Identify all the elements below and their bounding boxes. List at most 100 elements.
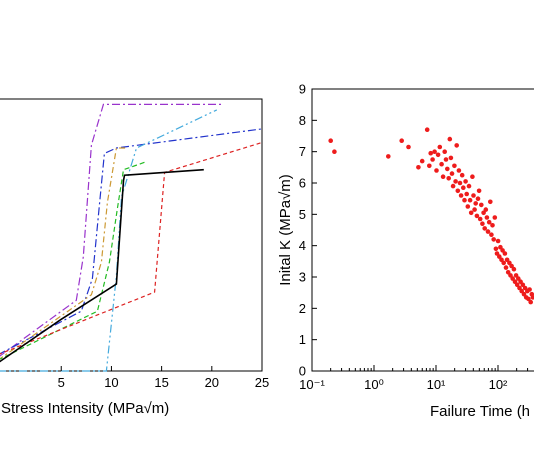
left-series-line-6 bbox=[0, 141, 263, 355]
right-y-tick-label: 7 bbox=[299, 144, 306, 159]
scatter-point bbox=[332, 149, 337, 154]
scatter-point bbox=[464, 191, 470, 197]
scatter-point bbox=[457, 180, 463, 186]
left-x-tick-label: 25 bbox=[255, 375, 269, 390]
right-y-ticks: 0 1 2 3 4 5 6 7 8 9 bbox=[299, 82, 317, 379]
left-series-line-7 bbox=[0, 168, 204, 363]
scatter-point bbox=[461, 185, 466, 190]
right-chart: 0 1 2 3 4 5 6 7 8 9 10⁻¹ 10⁰ 10¹ 10² Inital K (MPa√m… bbox=[277, 82, 534, 420]
right-y-tick-label: 3 bbox=[299, 270, 306, 285]
scatter-point bbox=[430, 157, 435, 162]
scatter-point bbox=[424, 127, 430, 132]
scatter-point bbox=[435, 152, 441, 158]
scatter-point bbox=[458, 193, 464, 198]
scatter-point bbox=[442, 149, 448, 154]
scatter-point bbox=[447, 136, 453, 142]
scatter-point bbox=[467, 197, 473, 203]
right-y-axis-title: Inital K (MPa√m) bbox=[277, 174, 294, 286]
scatter-point bbox=[493, 246, 499, 252]
scatter-point bbox=[483, 207, 489, 212]
scatter-point bbox=[434, 168, 439, 173]
scatter-point bbox=[486, 219, 492, 225]
right-y-tick-label: 8 bbox=[299, 113, 306, 128]
left-x-tick-label: 10 bbox=[104, 375, 118, 390]
scatter-point bbox=[503, 265, 509, 270]
left-x-tick-label: 20 bbox=[205, 375, 219, 390]
scatter-point bbox=[476, 188, 482, 194]
scatter-point bbox=[428, 150, 434, 156]
scatter-point bbox=[456, 168, 462, 173]
scatter-point bbox=[530, 295, 534, 300]
scatter-point bbox=[399, 138, 405, 143]
right-x-ticks: 10⁻¹ 10⁰ 10¹ 10² bbox=[299, 365, 529, 392]
scatter-point bbox=[513, 273, 519, 278]
scatter-point bbox=[475, 196, 481, 201]
left-series-line-3 bbox=[0, 109, 218, 372]
right-x-axis-title: Failure Time (h bbox=[430, 403, 530, 420]
scatter-point bbox=[521, 291, 527, 297]
scatter-point bbox=[427, 163, 432, 169]
scatter-point bbox=[509, 263, 514, 269]
scatter-point bbox=[416, 165, 421, 170]
right-y-tick-label: 4 bbox=[299, 238, 306, 253]
scatter-point bbox=[465, 204, 471, 209]
right-x-tick-label: 10⁰ bbox=[364, 377, 384, 392]
scatter-point bbox=[472, 207, 477, 212]
scatter-point bbox=[462, 197, 467, 203]
left-x-tick-label: 15 bbox=[154, 375, 168, 390]
scatter-point bbox=[454, 143, 460, 148]
scatter-point bbox=[492, 215, 498, 220]
scatter-point bbox=[455, 188, 461, 194]
right-plot-frame bbox=[311, 88, 534, 372]
scatter-point bbox=[511, 266, 517, 272]
scatter-point bbox=[527, 287, 532, 292]
scatter-point bbox=[449, 171, 455, 176]
right-x-tick-label: 10² bbox=[489, 377, 508, 392]
scatter-point bbox=[520, 282, 526, 288]
scatter-point bbox=[470, 174, 475, 179]
left-chart: 5 10 15 20 25 Stress Intensity (MPa√m) bbox=[0, 98, 269, 417]
scatter-point bbox=[488, 199, 493, 205]
scatter-point bbox=[432, 149, 437, 154]
right-y-tick-label: 2 bbox=[299, 301, 306, 316]
scatter-point bbox=[491, 237, 497, 242]
scatter-point bbox=[463, 179, 468, 184]
left-x-ticks: 5 10 15 20 25 bbox=[58, 366, 269, 390]
scatter-point bbox=[501, 260, 507, 266]
right-y-tick-label: 9 bbox=[299, 82, 306, 97]
scatter-point bbox=[473, 201, 479, 206]
scatter-point bbox=[466, 183, 472, 189]
scatter-point bbox=[480, 221, 485, 226]
scatter-point bbox=[489, 232, 494, 237]
scatter-point bbox=[474, 213, 480, 219]
left-series-line-5 bbox=[0, 161, 147, 360]
scatter-point bbox=[450, 183, 456, 189]
scatter-point bbox=[448, 155, 454, 161]
scatter-point bbox=[508, 273, 513, 278]
scatter-point bbox=[471, 193, 476, 198]
right-x-tick-label: 10¹ bbox=[427, 377, 446, 392]
scatter-point bbox=[445, 166, 450, 172]
right-y-tick-label: 5 bbox=[299, 207, 306, 222]
scatter-point bbox=[468, 210, 474, 216]
right-y-tick-label: 0 bbox=[299, 364, 306, 379]
scatter-point bbox=[502, 251, 508, 256]
left-series-line-1 bbox=[0, 103, 222, 357]
scatter-point bbox=[419, 158, 425, 164]
left-x-tick-label: 5 bbox=[58, 375, 65, 390]
scatter-point bbox=[485, 229, 491, 234]
left-series-group bbox=[0, 103, 263, 372]
scatter-point bbox=[406, 144, 411, 150]
left-plot-frame bbox=[0, 98, 263, 372]
right-y-tick-label: 6 bbox=[299, 176, 306, 191]
left-series-line-2 bbox=[0, 128, 263, 355]
scatter-point bbox=[452, 163, 457, 169]
scatter-point bbox=[497, 254, 502, 259]
scatter-point bbox=[439, 161, 444, 167]
scatter-point bbox=[386, 154, 391, 159]
scatter-point bbox=[495, 238, 501, 244]
right-x-tick-label: 10⁻¹ bbox=[299, 377, 325, 392]
scatter-point bbox=[443, 157, 449, 162]
scatter-point bbox=[526, 296, 531, 302]
